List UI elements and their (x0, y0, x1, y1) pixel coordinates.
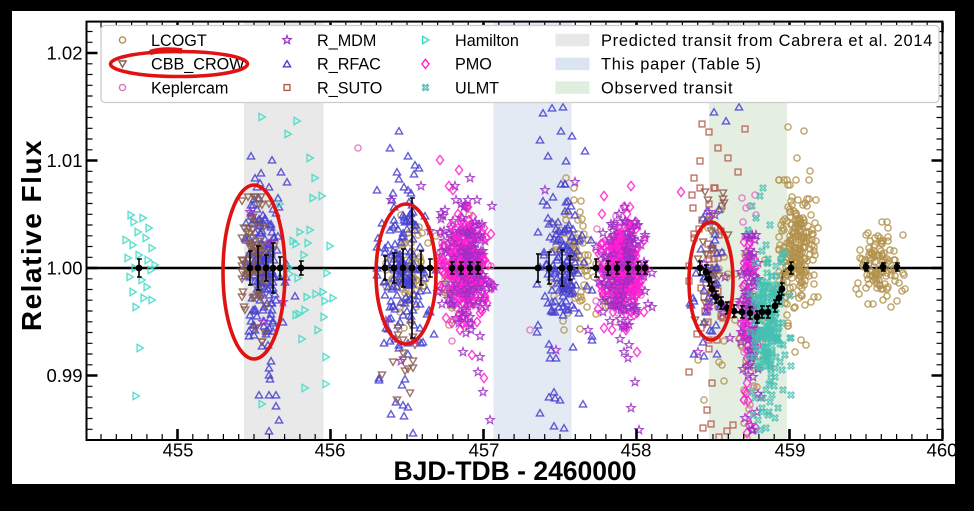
svg-text:Hamilton: Hamilton (455, 32, 519, 50)
svg-text:PMO: PMO (455, 56, 492, 74)
svg-text:0.99: 0.99 (46, 365, 82, 386)
svg-text:455: 455 (163, 440, 194, 461)
svg-text:459: 459 (775, 440, 806, 461)
svg-text:R_RFAC: R_RFAC (317, 56, 381, 74)
svg-text:CBB_CROW: CBB_CROW (151, 56, 245, 74)
svg-text:1.01: 1.01 (46, 150, 82, 171)
svg-text:Predicted transit from Cabrera: Predicted transit from Cabrera et al. 20… (601, 32, 933, 50)
svg-text:457: 457 (469, 440, 500, 461)
svg-text:1.00: 1.00 (46, 258, 82, 279)
svg-text:456: 456 (315, 440, 346, 461)
svg-text:Observed transit: Observed transit (601, 79, 733, 97)
svg-text:458: 458 (621, 440, 652, 461)
svg-text:460: 460 (927, 440, 958, 461)
svg-text:R_MDM: R_MDM (317, 32, 376, 50)
svg-text:LCOGT: LCOGT (151, 32, 207, 50)
svg-text:R_SUTO: R_SUTO (317, 79, 382, 97)
svg-text:1.02: 1.02 (46, 43, 82, 64)
svg-text:BJD-TDB - 2460000: BJD-TDB - 2460000 (393, 456, 636, 486)
svg-text:ULMT: ULMT (455, 79, 499, 97)
svg-text:Keplercam: Keplercam (151, 79, 228, 97)
svg-text:This paper (Table 5): This paper (Table 5) (601, 56, 762, 74)
svg-text:Relative Flux: Relative Flux (16, 139, 47, 331)
